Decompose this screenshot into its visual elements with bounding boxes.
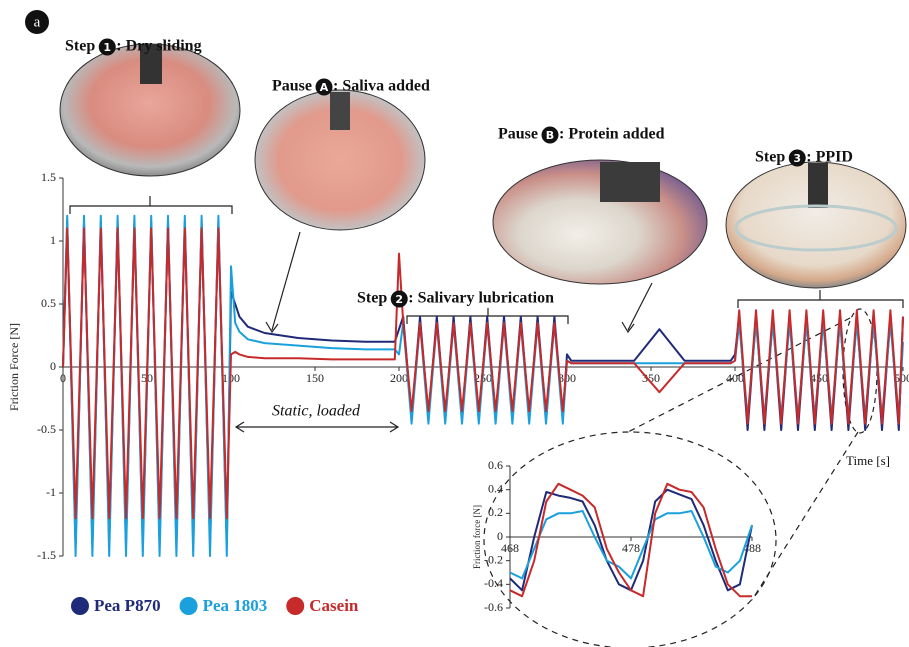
heading-badge-label: 1 [103,41,111,54]
figure: 1.510.50-0.5-1-1.50501001502002503003504… [0,0,909,647]
heading-badge-label: 2 [395,293,403,306]
y-axis-label: Friction force [N] [472,505,482,569]
x-tick-label: 200 [390,371,408,385]
bracket [738,290,903,308]
legend-swatch [71,597,89,615]
legend-label: Pea 1803 [203,596,268,615]
panel-label: a [34,14,41,30]
y-tick-label: -1 [46,485,56,499]
probe [600,162,660,202]
note: Static, loaded [272,403,361,420]
heading-prefix: Step [755,149,785,166]
arrow [628,283,652,330]
legend-label: Pea P870 [94,596,161,615]
heading-text: : Protein added [559,126,665,143]
heading-prefix: Step [65,38,95,55]
arrow-head [266,322,634,332]
probe [808,163,828,208]
heading-badge-label: 3 [793,152,801,165]
y-tick-label: 0 [50,359,56,373]
y-tick-label: 0.6 [488,458,503,472]
x-tick-label: 0 [60,371,66,385]
probe [330,92,350,130]
heading-text: : PPID [806,149,853,166]
y-tick-label: 0.5 [41,296,56,310]
x-tick-label: 478 [622,541,640,555]
bracket [70,196,232,214]
x-tick-label: 468 [501,541,519,555]
heading-prefix: Pause [498,126,538,143]
x-axis-label: Time [s] [846,453,890,468]
heading-badge-label: A [320,81,329,94]
double-arrow [236,422,398,432]
y-axis-label: Friction Force [N] [7,323,21,411]
y-tick-label: -0.6 [484,600,503,614]
y-tick-label: 0.2 [488,505,503,519]
y-tick-label: 1.5 [41,170,56,184]
y-tick-label: -0.5 [37,422,56,436]
legend-swatch [286,597,304,615]
y-tick-label: -0.4 [484,576,503,590]
x-tick-label: 150 [306,371,324,385]
legend-swatch [180,597,198,615]
zoom-ellipse [484,432,776,647]
x-tick-label: 400 [726,371,744,385]
heading-text: : Salivary lubrication [408,290,554,307]
legend-label: Casein [309,596,359,615]
heading-text: : Dry sliding [116,38,201,55]
y-tick-label: 0.4 [488,481,503,495]
heading-prefix: Step [357,290,387,307]
heading-prefix: Pause [272,78,312,95]
y-tick-label: 1 [50,233,56,247]
photos [60,44,906,288]
y-tick-label: -1.5 [37,548,56,562]
arrow [272,232,300,330]
heading-badge-label: B [546,129,554,142]
heading-text: : Saliva added [333,78,430,95]
